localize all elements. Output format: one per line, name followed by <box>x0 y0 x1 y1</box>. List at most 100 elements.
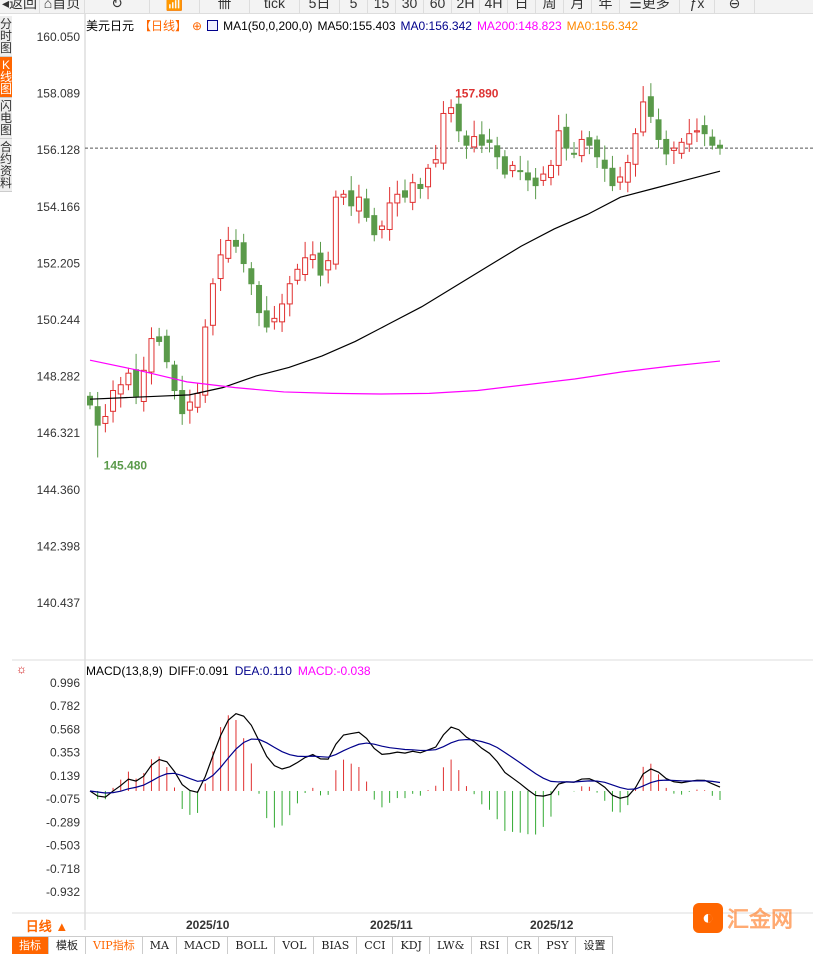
toolbar-button[interactable]: ⊖ <box>715 0 755 13</box>
candle <box>663 138 670 155</box>
price-tick: 154.166 <box>37 200 81 214</box>
indicator-tab[interactable]: RSI <box>472 937 508 954</box>
side-tab[interactable]: 分时图 <box>0 16 13 57</box>
indicator-tab[interactable]: CR <box>507 937 540 954</box>
settings-sun-icon[interactable]: ☼ <box>16 662 27 676</box>
candle <box>317 252 324 276</box>
candle <box>547 164 554 179</box>
candle <box>394 193 401 204</box>
candle <box>509 164 516 172</box>
macd-tick: 0.568 <box>50 722 80 736</box>
toolbar-button[interactable]: 日 <box>508 0 536 13</box>
candle <box>524 172 531 181</box>
candle <box>94 406 101 426</box>
macd-name: MACD(13,8,9) <box>86 664 163 678</box>
macd-tick: -0.503 <box>46 838 80 852</box>
toolbar-button[interactable]: ƒx <box>680 0 715 13</box>
toolbar-button[interactable]: 4H <box>480 0 508 13</box>
candle <box>125 372 132 386</box>
macd-tick: 0.139 <box>50 769 80 783</box>
indicator-tab[interactable]: MACD <box>176 937 229 954</box>
candle <box>617 176 624 183</box>
indicator-tab[interactable]: 指标 <box>12 937 49 954</box>
toolbar-button[interactable]: 2H <box>452 0 480 13</box>
price-tick: 140.437 <box>37 596 81 610</box>
candle <box>309 254 316 260</box>
toolbar-button[interactable]: 60 <box>424 0 452 13</box>
indicator-tab[interactable]: MA <box>142 937 177 954</box>
crosshair-icon[interactable]: ⊕ <box>192 18 203 33</box>
candle <box>594 139 601 158</box>
toolbar-button[interactable]: 📶 <box>150 0 200 13</box>
ma-name: MA1(50,0,200,0) <box>223 18 313 33</box>
candle <box>501 156 508 175</box>
toolbar-button[interactable]: 15 <box>368 0 396 13</box>
price-tick: 144.360 <box>37 483 81 497</box>
macd-legend: MACD(13,8,9) DIFF:0.091 DEA:0.110 MACD:-… <box>86 664 371 678</box>
indicator-tab[interactable]: PSY <box>539 937 577 954</box>
diff-value: DIFF:0.091 <box>168 664 229 678</box>
candle <box>202 326 209 396</box>
toolbar: ◂返回 ⌂首页 ↻ 📶 卌 tick 5日 5 15 30 60 2H 4H 日周月年 ☰更多 ƒx ⊖ <box>0 0 813 14</box>
indicator-tab[interactable]: 设置 <box>576 937 614 954</box>
candle <box>647 96 654 117</box>
candle <box>709 136 716 146</box>
toolbar-button[interactable]: 卌 <box>200 0 250 13</box>
side-tab[interactable]: K线图 <box>0 57 13 98</box>
macd-tick: -0.718 <box>46 862 80 876</box>
ma-chart-icon[interactable] <box>207 20 219 31</box>
side-tab[interactable]: 合约资料 <box>0 139 13 192</box>
candle <box>448 107 455 114</box>
indicator-tab[interactable]: BOLL <box>228 937 276 954</box>
toolbar-button[interactable]: ⌂首页 <box>40 0 85 13</box>
indicator-tab[interactable]: LW& <box>429 937 473 954</box>
x-label: 2025/12 <box>530 918 574 932</box>
indicator-tab[interactable]: CCI <box>357 937 394 954</box>
toolbar-button[interactable]: ◂返回 <box>0 0 40 13</box>
candle <box>325 260 332 271</box>
candle <box>478 134 485 146</box>
candle <box>133 369 140 397</box>
toolbar-button[interactable]: 5 <box>340 0 368 13</box>
period-button[interactable]: 日线 ▲ <box>25 919 69 934</box>
candle <box>140 369 147 402</box>
candle <box>110 390 117 412</box>
toolbar-button[interactable]: 年 <box>592 0 620 13</box>
toolbar-button[interactable]: 30 <box>396 0 424 13</box>
toolbar-button[interactable]: ☰更多 <box>620 0 680 13</box>
toolbar-button[interactable]: 5日 <box>300 0 340 13</box>
candle <box>332 196 339 265</box>
price-tick: 142.398 <box>37 539 81 553</box>
price-tick: 156.128 <box>37 143 81 157</box>
indicator-tab[interactable]: BIAS <box>314 937 358 954</box>
logo-icon: ◐ <box>693 903 723 933</box>
candle <box>409 182 416 203</box>
macd-tick: 0.782 <box>50 699 80 713</box>
macd-tick: 0.353 <box>50 746 80 760</box>
toolbar-button[interactable]: ↻ <box>85 0 150 13</box>
candle <box>432 159 439 164</box>
toolbar-button[interactable]: tick <box>250 0 300 13</box>
toolbar-button[interactable]: 月 <box>564 0 592 13</box>
macd-tick: -0.932 <box>46 885 80 899</box>
indicator-tab[interactable]: VOL <box>275 937 315 954</box>
candle <box>240 242 247 265</box>
logo-text: 汇金网 <box>727 907 794 932</box>
candle <box>117 384 124 395</box>
indicator-tab[interactable]: VIP指标 <box>86 937 143 954</box>
candle <box>148 338 155 373</box>
candle <box>586 137 593 146</box>
candle <box>486 139 493 143</box>
side-tab[interactable]: 闪电图 <box>0 98 13 139</box>
ma200-line <box>89 359 721 395</box>
toolbar-button[interactable]: 周 <box>536 0 564 13</box>
indicator-tab[interactable]: 模板 <box>49 937 86 954</box>
dif-line <box>89 712 721 799</box>
period-label: 【日线】 <box>139 19 188 33</box>
indicator-tab[interactable]: KDJ <box>393 937 430 954</box>
candle <box>263 310 270 328</box>
ma50-line <box>89 170 721 400</box>
candle <box>248 268 255 285</box>
symbol-name: 美元日元 <box>86 19 135 33</box>
